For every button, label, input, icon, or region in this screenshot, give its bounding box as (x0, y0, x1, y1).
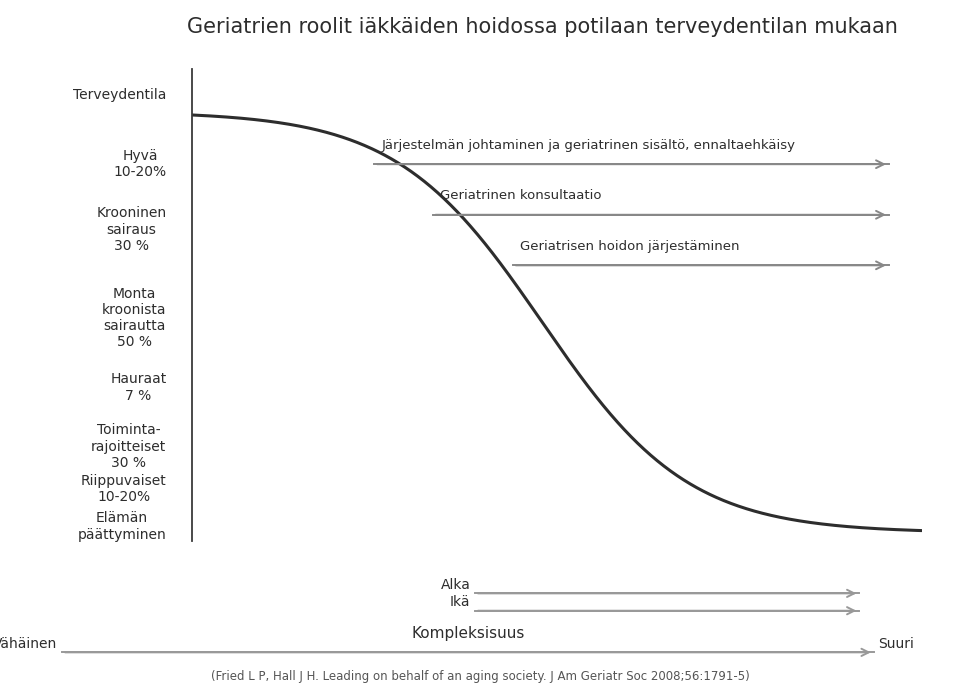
Text: Kompleksisuus: Kompleksisuus (411, 626, 525, 641)
Text: Hyvä
10-20%: Hyvä 10-20% (113, 149, 166, 179)
Text: Suuri: Suuri (878, 637, 914, 651)
Text: Geriatrisen hoidon järjestäminen: Geriatrisen hoidon järjestäminen (520, 239, 740, 253)
Text: Geriatrien roolit iäkkäiden hoidossa potilaan terveydentilan mukaan: Geriatrien roolit iäkkäiden hoidossa pot… (187, 17, 898, 37)
Text: Järjestelmän johtaminen ja geriatrinen sisältö, ennaltaehkäisy: Järjestelmän johtaminen ja geriatrinen s… (382, 139, 796, 151)
Text: Toiminta-
rajoitteiset
30 %: Toiminta- rajoitteiset 30 % (91, 423, 166, 470)
Text: Vähäinen: Vähäinen (0, 637, 58, 651)
Text: Monta
kroonista
sairautta
50 %: Monta kroonista sairautta 50 % (102, 287, 166, 349)
Text: Hauraat
7 %: Hauraat 7 % (110, 373, 166, 403)
Text: Alka: Alka (441, 578, 470, 592)
Text: Elämän
päättyminen: Elämän päättyminen (78, 511, 166, 542)
Text: Geriatrinen konsultaatio: Geriatrinen konsultaatio (440, 189, 602, 202)
Text: Ikä: Ikä (450, 595, 470, 609)
Text: Terveydentila: Terveydentila (73, 87, 166, 102)
Text: (Fried L P, Hall J H. Leading on behalf of an aging society. J Am Geriatr Soc 20: (Fried L P, Hall J H. Leading on behalf … (210, 670, 750, 683)
Text: Riippuvaiset
10-20%: Riippuvaiset 10-20% (81, 473, 166, 504)
Text: Krooninen
sairaus
30 %: Krooninen sairaus 30 % (96, 206, 166, 253)
